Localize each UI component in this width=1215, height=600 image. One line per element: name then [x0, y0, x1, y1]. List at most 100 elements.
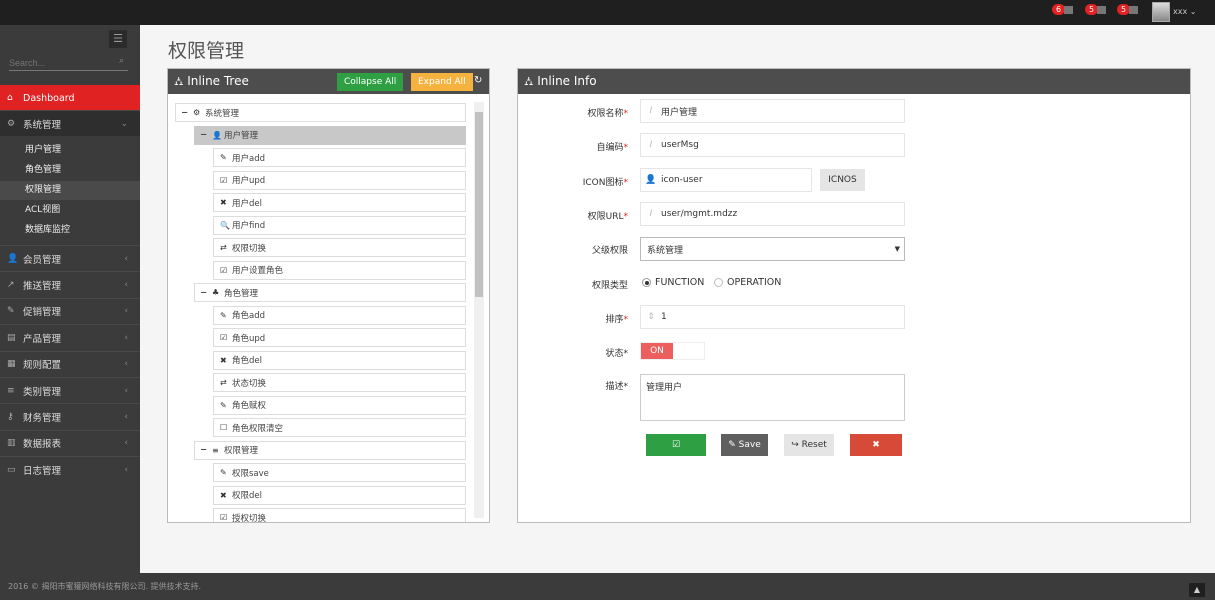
- tree-node[interactable]: ✎ 角色赋权: [213, 395, 466, 415]
- tasks-icon: [1129, 5, 1139, 14]
- scrollbar-thumb[interactable]: [475, 112, 483, 297]
- chart-icon: ▥: [7, 438, 16, 449]
- tree-node[interactable]: ⇄ 状态切换: [213, 373, 466, 392]
- back-to-top-icon[interactable]: ▲: [1189, 583, 1205, 597]
- sub-item-roles[interactable]: 角色管理: [25, 165, 62, 175]
- tree-node[interactable]: ✎ 角色add: [213, 305, 466, 325]
- tree-node-label: 权限del: [232, 491, 262, 501]
- text-cursor-icon: I: [649, 140, 653, 150]
- key-icon: ⚷: [7, 411, 14, 422]
- tree-node[interactable]: ✖ 角色del: [213, 350, 466, 370]
- collapse-toggle-icon[interactable]: −: [181, 107, 189, 118]
- type-radio-function[interactable]: FUNCTION: [642, 277, 704, 288]
- sidebar-item-label: 促销管理: [23, 307, 62, 319]
- chevron-left-icon: ‹: [124, 306, 128, 317]
- sidebar-item[interactable]: ≡ 类别管理 ‹: [0, 377, 140, 403]
- tree-node-label: 用户upd: [232, 176, 266, 186]
- tree-node[interactable]: ✖ 权限del: [213, 485, 466, 505]
- inbox-badge: 5: [1085, 4, 1099, 15]
- save-button[interactable]: ✎ Save: [721, 434, 768, 456]
- collapse-toggle-icon[interactable]: −: [200, 445, 208, 455]
- node-icon: ⇄: [220, 378, 227, 387]
- tree-node-label: 角色del: [232, 356, 262, 366]
- radio-unchecked[interactable]: [714, 278, 723, 287]
- status-toggle[interactable]: ON: [640, 342, 705, 360]
- user-menu[interactable]: xxx ⌄: [1173, 7, 1196, 16]
- node-icon: 👤: [212, 130, 222, 140]
- tree-node[interactable]: ☑ 用户upd: [213, 170, 466, 190]
- name-field[interactable]: I 用户管理: [640, 99, 905, 123]
- icons-button[interactable]: ICNOS: [820, 169, 865, 191]
- sub-item-users[interactable]: 用户管理: [25, 145, 62, 155]
- sidebar-item[interactable]: ▤ 产品管理 ‹: [0, 324, 140, 350]
- tree-node[interactable]: ☐ 角色权限清空: [213, 418, 466, 437]
- collapse-toggle-icon[interactable]: −: [200, 287, 208, 298]
- sidebar-item[interactable]: ↗ 推送管理 ‹: [0, 271, 140, 297]
- username: xxx: [1173, 7, 1188, 16]
- tree-node[interactable]: − ♣ 角色管理: [194, 283, 466, 302]
- menu-toggle-icon[interactable]: ☰: [109, 30, 127, 48]
- sidebar-item-label: 系统管理: [23, 119, 62, 131]
- permission-tree: ☑ 授权切换 ✖ 权限del ✎ 权限save − ≡ 权限管理 ☐ 角色权限清空 ✎ 角色赋权 ⇄ 状态切…: [168, 94, 490, 522]
- sub-item-db-monitor[interactable]: 数据库监控: [25, 225, 71, 235]
- node-icon: ✎: [220, 468, 227, 477]
- sidebar-item[interactable]: ⚷ 财务管理 ‹: [0, 403, 140, 429]
- tree-node[interactable]: − 👤 用户管理: [194, 125, 466, 145]
- toggle-on: ON: [641, 343, 673, 359]
- tree-node-label: 角色upd: [232, 333, 266, 344]
- collapse-all-button[interactable]: Collapse All: [337, 73, 404, 91]
- sidebar-item-system[interactable]: ⚙ 系统管理 ⌄: [0, 110, 140, 136]
- radio-checked[interactable]: [642, 278, 651, 287]
- tree-scrollbar[interactable]: [474, 102, 484, 518]
- tree-node[interactable]: ☑ 角色upd: [213, 328, 466, 347]
- sidebar-item[interactable]: ▥ 数据报表 ‹: [0, 429, 140, 456]
- notification-tasks[interactable]: 5: [1117, 4, 1139, 15]
- tree-node[interactable]: 🔍 用户find: [213, 215, 466, 235]
- search-input[interactable]: [9, 55, 128, 71]
- tree-node[interactable]: ⇄ 权限切换: [213, 238, 466, 257]
- validate-button[interactable]: ☑ Validate: [646, 434, 706, 472]
- collapse-toggle-icon[interactable]: −: [200, 130, 208, 140]
- cogs-icon: ⚙: [7, 118, 16, 129]
- parent-select[interactable]: 系统管理 ▼: [640, 237, 905, 261]
- sidebar-item[interactable]: ✎ 促销管理 ‹: [0, 297, 140, 324]
- tree-node[interactable]: ☑ 授权切换: [213, 508, 466, 522]
- node-icon: ☑: [220, 175, 228, 185]
- expand-all-button[interactable]: Expand All: [411, 73, 473, 91]
- tree-node[interactable]: ☑ 用户设置角色: [213, 260, 466, 280]
- user-icon: 👤: [645, 175, 657, 185]
- notification-inbox[interactable]: 5: [1085, 4, 1107, 15]
- sidebar-item-label: Dashboard: [23, 92, 75, 104]
- caret-down-icon: ▼: [894, 245, 900, 253]
- sitemap-icon: ⛼: [174, 74, 184, 88]
- desc-label: 描述*: [605, 382, 628, 392]
- type-radio-operation[interactable]: OPERATION: [714, 277, 781, 288]
- delete-button[interactable]: ✖ delete: [850, 434, 902, 472]
- bell-icon: [1064, 5, 1074, 14]
- sidebar-item[interactable]: ▭ 日志管理 ‹: [0, 456, 140, 482]
- sub-item-permissions[interactable]: 权限管理: [0, 181, 140, 200]
- search-icon[interactable]: ⌕: [119, 56, 125, 66]
- sidebar-item-dashboard[interactable]: ⌂ Dashboard: [0, 85, 140, 111]
- tree-panel-title: Inline Tree: [187, 74, 249, 88]
- order-stepper[interactable]: ⇕ 1: [640, 305, 905, 329]
- desc-textarea[interactable]: 管理用户: [640, 374, 905, 421]
- tree-node-label: 角色管理: [224, 288, 259, 299]
- tree-node[interactable]: ✖ 用户del: [213, 193, 466, 212]
- tree-node[interactable]: ✎ 权限save: [213, 463, 466, 482]
- tree-node[interactable]: ✎ 用户add: [213, 148, 466, 167]
- tree-node-label: 系统管理: [205, 108, 240, 119]
- tree-node[interactable]: − ⚙ 系统管理: [175, 103, 466, 122]
- notification-bell[interactable]: 6: [1052, 4, 1074, 15]
- reset-button[interactable]: ↪ Reset: [784, 434, 834, 456]
- avatar[interactable]: [1152, 2, 1170, 22]
- icon-field[interactable]: 👤 icon-user: [640, 168, 812, 192]
- refresh-icon[interactable]: ↻: [474, 75, 483, 86]
- tree-node[interactable]: − ≡ 权限管理: [194, 440, 466, 460]
- top-bar: 6 5 5 xxx ⌄: [0, 0, 1215, 25]
- sub-item-acl[interactable]: ACL视图: [25, 205, 61, 215]
- sidebar-item[interactable]: 👤 会员管理 ‹: [0, 245, 140, 271]
- sidebar-item[interactable]: ▦ 规则配置 ‹: [0, 350, 140, 377]
